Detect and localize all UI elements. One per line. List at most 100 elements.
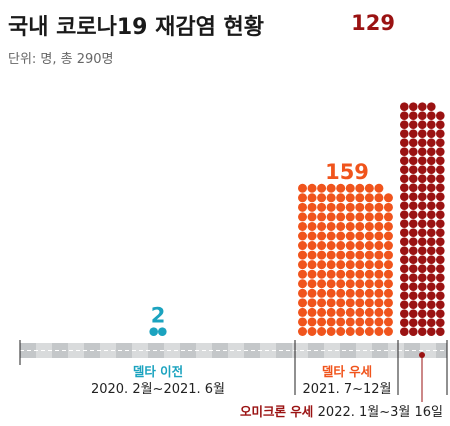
waffle-dot: [436, 183, 445, 192]
waffle-dot: [307, 279, 317, 289]
waffle-dot: [298, 231, 307, 241]
waffle-dot: [400, 282, 409, 292]
waffle-dot: [298, 327, 307, 336]
waffle-dot: [400, 138, 409, 147]
waffle-dot: [409, 165, 418, 174]
waffle-dot: [418, 264, 427, 274]
waffle-dot: [326, 269, 336, 279]
waffle-dot: [400, 156, 409, 165]
timeline-bar: [19, 340, 448, 395]
waffle-dot: [374, 260, 384, 270]
waffle-dot: [345, 231, 355, 241]
timeline-segment: [324, 343, 340, 358]
waffle-dot: [427, 246, 436, 255]
waffle-dot: [317, 221, 327, 231]
waffle-dot: [355, 183, 365, 193]
waffle-dot: [418, 282, 427, 292]
waffle-dot: [427, 147, 436, 156]
waffle-dot: [364, 288, 374, 298]
waffle-dot: [345, 221, 355, 231]
waffle-dot: [418, 255, 427, 264]
waffle-dot: [383, 241, 393, 251]
waffle-dot: [345, 260, 355, 270]
waffle-dot: [364, 260, 374, 270]
waffle-dot: [298, 317, 307, 327]
value-count-label: 159: [325, 160, 369, 184]
waffle-dot: [374, 269, 384, 279]
waffle-dot: [418, 138, 427, 147]
waffle-dot: [364, 231, 374, 241]
waffle-dot: [418, 237, 427, 246]
waffle-dot: [336, 269, 346, 279]
waffle-dot: [336, 317, 346, 327]
waffle-dot: [436, 255, 445, 264]
waffle-dot: [400, 255, 409, 264]
waffle-dot: [418, 192, 427, 201]
waffle-dot: [427, 282, 436, 292]
waffle-dot: [409, 120, 418, 129]
period-name-label: 오미크론 우세: [240, 404, 318, 419]
waffle-dot: [336, 260, 346, 270]
waffle-dot: [400, 237, 409, 246]
waffle-dot: [317, 317, 327, 327]
waffle-dot: [317, 327, 327, 336]
waffle-dot: [326, 317, 336, 327]
waffle-dot: [418, 147, 427, 156]
waffle-dot: [355, 260, 365, 270]
waffle-dot: [418, 120, 427, 129]
timeline-segment: [52, 343, 68, 358]
waffle-dot: [364, 269, 374, 279]
waffle-dot: [307, 327, 317, 336]
waffle-dot: [436, 165, 445, 174]
waffle-dot: [409, 192, 418, 201]
waffle-dot: [409, 156, 418, 165]
waffle-dot: [418, 228, 427, 237]
waffle-dot: [427, 255, 436, 264]
waffle-dot: [400, 309, 409, 319]
waffle-dot: [418, 165, 427, 174]
waffle-dot: [355, 231, 365, 241]
waffle-dot: [409, 318, 418, 328]
waffle-dot: [427, 273, 436, 283]
waffle-dot: [400, 183, 409, 192]
waffle-dot: [336, 327, 346, 336]
waffle-dot: [355, 193, 365, 203]
waffle-dot: [345, 298, 355, 308]
waffle-dot: [436, 327, 445, 337]
waffle-dot: [298, 307, 307, 317]
waffle-dot: [307, 193, 317, 203]
timeline-segment: [100, 343, 116, 358]
waffle-dot: [326, 260, 336, 270]
waffle-dot: [326, 288, 336, 298]
waffle-dot: [336, 183, 346, 193]
waffle-dot: [418, 219, 427, 228]
waffle-dot: [355, 279, 365, 289]
waffle-dot: [364, 221, 374, 231]
waffle-dot: [317, 250, 327, 260]
waffle-dot: [298, 212, 307, 222]
waffle-dot: [418, 318, 427, 328]
waffle-dot: [298, 241, 307, 251]
waffle-dot: [364, 250, 374, 260]
waffle-dot: [383, 221, 393, 231]
waffle-dot: [427, 237, 436, 246]
waffle-dot: [374, 212, 384, 222]
waffle-dot: [317, 288, 327, 298]
waffle-dot: [326, 193, 336, 203]
waffle-dot: [400, 246, 409, 255]
waffle-dot: [436, 309, 445, 319]
waffle-dot: [317, 231, 327, 241]
waffle-dot: [298, 193, 307, 203]
waffle-dot: [418, 156, 427, 165]
waffle-dot: [383, 298, 393, 308]
waffle-dot: [364, 307, 374, 317]
waffle-dot: [345, 193, 355, 203]
waffle-dot: [400, 318, 409, 328]
waffle-dot: [400, 120, 409, 129]
waffle-dot: [374, 250, 384, 260]
chart-title: 국내 코로나19 재감염 현황: [8, 15, 264, 40]
waffle-dot: [436, 129, 445, 138]
waffle-dot: [336, 298, 346, 308]
waffle-dot: [336, 288, 346, 298]
waffle-dot: [409, 138, 418, 147]
